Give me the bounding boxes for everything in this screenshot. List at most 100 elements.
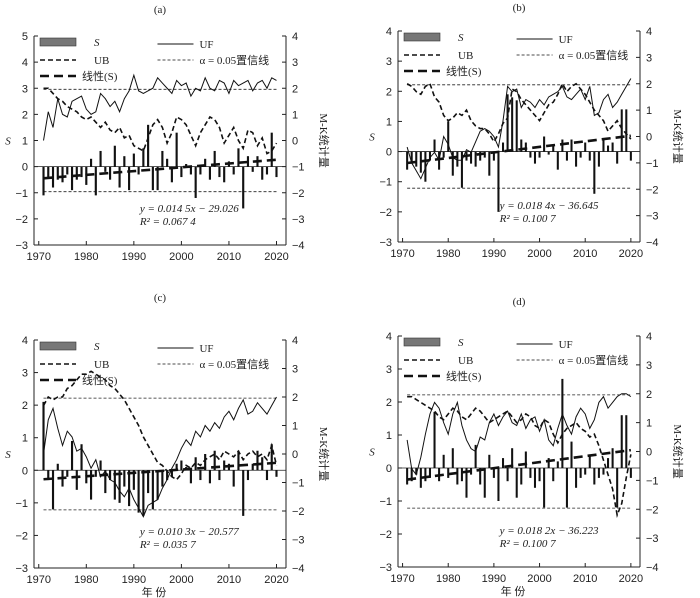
S-bar xyxy=(451,151,454,176)
y2-tick-label: 0 xyxy=(292,136,298,148)
y-tick-label: 4 xyxy=(386,331,392,343)
S-bar xyxy=(142,470,145,516)
y-tick-label: 0 xyxy=(386,463,392,475)
r2-label: R² = 0.100 7 xyxy=(499,213,556,225)
S-bar xyxy=(406,151,409,170)
S-bar xyxy=(204,158,207,167)
S-bar xyxy=(218,470,221,481)
S-bar xyxy=(611,142,614,152)
y-tick-label: 0 xyxy=(22,162,28,174)
S-bar xyxy=(208,470,211,484)
y-tick-label: 4 xyxy=(386,26,392,38)
S-bar xyxy=(616,151,619,164)
S-bar xyxy=(533,468,537,488)
S-bar xyxy=(625,109,628,152)
y-tick-label: 1 xyxy=(22,136,28,148)
S-bar xyxy=(142,148,145,167)
S-bar xyxy=(166,158,169,167)
S-bar xyxy=(123,470,126,487)
S-bar xyxy=(410,151,413,164)
S-bar xyxy=(492,151,495,161)
S-bar xyxy=(237,450,240,471)
trend-line xyxy=(406,448,632,481)
S-bar xyxy=(75,470,78,490)
S-bar xyxy=(419,151,422,173)
S-bar xyxy=(104,166,107,172)
S-bar xyxy=(575,151,578,167)
legend: S UB 线性(S) UF α = 0.05置信线 xyxy=(403,32,629,78)
UB-line xyxy=(42,370,278,481)
S-bar xyxy=(552,145,555,152)
y2-tick-label: −2 xyxy=(292,188,305,200)
S-bar xyxy=(579,151,582,158)
S-bar xyxy=(118,166,121,188)
S-bar xyxy=(561,378,564,468)
S-bar xyxy=(151,166,154,191)
S-bar xyxy=(424,468,427,482)
y-tick-label: 2 xyxy=(22,109,28,121)
S-bar xyxy=(51,470,55,510)
y2-tick-label: −4 xyxy=(646,562,659,574)
y-tick-label: −2 xyxy=(15,214,28,226)
x-tick-label: 2020 xyxy=(264,574,288,586)
y2-tick-label: 1 xyxy=(292,109,298,121)
S-bar xyxy=(175,463,178,471)
S-bar xyxy=(428,151,431,161)
x-tick-label: 1990 xyxy=(482,573,506,585)
y-tick-label: 3 xyxy=(22,368,28,380)
S-bar xyxy=(251,166,254,172)
y2-tick-label: −1 xyxy=(292,478,305,490)
S-bar xyxy=(470,151,473,164)
x-tick-label: 2020 xyxy=(619,573,643,585)
S-bar xyxy=(556,151,559,170)
S-bar xyxy=(204,454,207,471)
y2-tick-label: 4 xyxy=(292,335,298,347)
S-bar xyxy=(47,166,50,178)
S-bar xyxy=(265,166,269,175)
legend-S-swatch xyxy=(39,341,77,351)
legend-S-label: S xyxy=(94,37,100,49)
S-bar xyxy=(56,463,59,471)
S-bar xyxy=(538,151,541,158)
S-bar xyxy=(629,151,632,161)
legend: S UB 线性(S) UF α = 0.05置信线 xyxy=(39,37,269,83)
legend-alpha-label: α = 0.05置信线 xyxy=(559,48,629,62)
y-tick-label: −2 xyxy=(15,530,28,542)
y2-tick-label: 2 xyxy=(292,392,298,404)
S-bar xyxy=(465,468,468,498)
legend-UF-label: UF xyxy=(559,34,573,46)
S-bar xyxy=(270,444,273,471)
S-bar xyxy=(607,145,610,152)
x-tick-label: 1990 xyxy=(122,574,146,586)
y2-axis-title: M-K统计量 xyxy=(671,424,684,478)
S-bar xyxy=(89,158,93,167)
S-bar xyxy=(424,151,427,182)
legend-UF-label: UF xyxy=(559,339,573,351)
y2-tick-label: 3 xyxy=(646,360,652,372)
y2-tick-label: 1 xyxy=(292,421,298,433)
y-tick-label: 4 xyxy=(22,335,28,347)
UF-line xyxy=(406,393,632,476)
y2-tick-label: −3 xyxy=(646,211,659,223)
S-bar xyxy=(189,470,192,484)
S-bar xyxy=(447,121,450,152)
S-bar xyxy=(256,450,259,471)
chart-panel-3: (d) −3 −2 −1 0 1 2 3 4 −4 −3 −2 −1 0 1 2 3 4 1970 1980 1990 2… xyxy=(369,296,684,598)
S-bar xyxy=(194,166,197,198)
legend: S UB 线性(S) UF α = 0.05置信线 xyxy=(39,341,269,387)
S-bar xyxy=(497,468,500,501)
S-bar xyxy=(483,468,486,498)
S-bar xyxy=(538,468,541,482)
S-bar xyxy=(137,166,140,175)
S-bar xyxy=(497,151,500,212)
x-tick-label: 2000 xyxy=(169,574,193,586)
x-tick-label: 2010 xyxy=(573,248,597,260)
S-bar xyxy=(99,460,102,471)
S-bar xyxy=(42,401,45,471)
S-bar xyxy=(406,468,409,485)
S-bar xyxy=(565,468,568,508)
y-tick-label: −3 xyxy=(15,563,28,575)
UB-line xyxy=(43,87,278,155)
S-bar xyxy=(147,470,150,494)
y-tick-label: 3 xyxy=(22,83,28,95)
